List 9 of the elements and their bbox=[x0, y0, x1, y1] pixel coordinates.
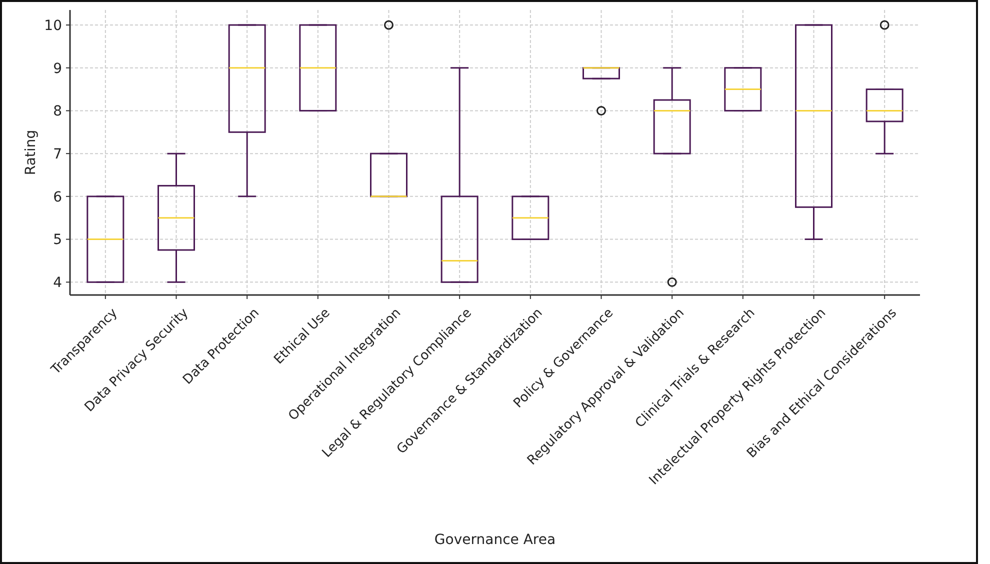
y-tick-label: 7 bbox=[53, 146, 62, 162]
y-axis-title: Rating bbox=[23, 130, 39, 176]
y-tick-label: 8 bbox=[53, 104, 62, 120]
y-tick-label: 5 bbox=[53, 232, 62, 248]
y-tick-label: 9 bbox=[53, 60, 62, 77]
x-axis-title: Governance Area bbox=[434, 532, 556, 548]
y-tick-label: 6 bbox=[53, 189, 62, 206]
y-tick-label: 10 bbox=[44, 18, 62, 34]
y-tick-label: 4 bbox=[53, 275, 62, 292]
